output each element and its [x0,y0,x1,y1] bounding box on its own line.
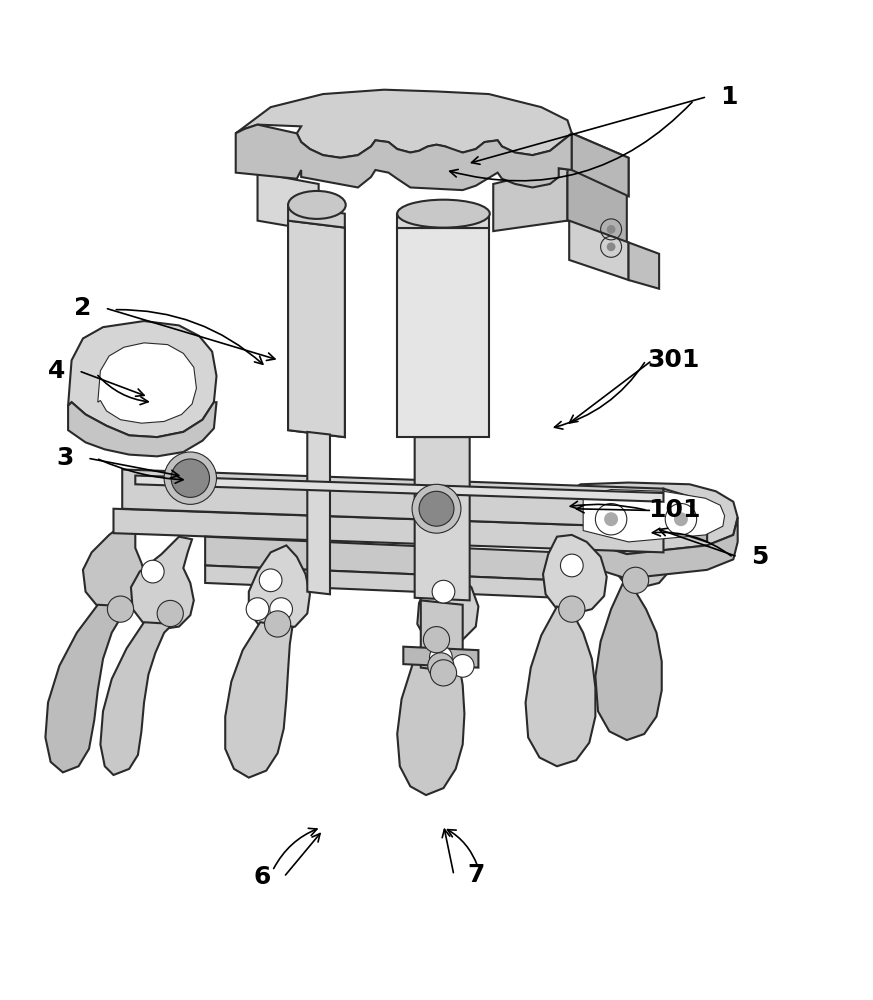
Polygon shape [397,214,489,228]
Polygon shape [397,635,464,795]
Polygon shape [572,133,629,196]
Polygon shape [417,570,478,644]
Text: 6: 6 [253,865,271,889]
Polygon shape [421,600,463,673]
Polygon shape [236,90,572,158]
Circle shape [674,512,688,526]
Ellipse shape [397,200,490,228]
Circle shape [259,569,282,592]
Polygon shape [583,490,725,542]
Polygon shape [225,622,292,778]
Circle shape [430,660,457,686]
Text: 2: 2 [74,296,92,320]
Circle shape [428,653,454,679]
Circle shape [157,600,183,627]
Polygon shape [113,509,663,552]
Text: 5: 5 [751,545,768,569]
Polygon shape [415,437,470,600]
Circle shape [419,491,454,526]
Polygon shape [288,221,345,437]
Polygon shape [629,242,659,289]
Polygon shape [288,221,345,437]
Polygon shape [397,228,489,437]
Circle shape [560,554,583,577]
Text: 101: 101 [648,498,700,522]
Polygon shape [566,517,738,579]
Polygon shape [249,545,310,631]
Circle shape [107,596,134,622]
Polygon shape [205,537,559,580]
Text: 1: 1 [720,85,738,109]
Text: 4: 4 [48,359,65,383]
Circle shape [559,596,585,622]
Polygon shape [236,125,572,190]
Polygon shape [135,476,663,510]
Polygon shape [258,173,319,231]
Ellipse shape [288,191,346,219]
Text: 3: 3 [57,446,74,470]
Circle shape [604,512,618,526]
Polygon shape [45,605,131,772]
Polygon shape [68,402,217,456]
Polygon shape [566,483,738,554]
Polygon shape [288,205,345,228]
Circle shape [270,598,292,620]
Polygon shape [595,580,662,740]
Polygon shape [609,507,672,587]
Circle shape [432,580,455,603]
Circle shape [607,242,615,251]
Polygon shape [663,489,707,542]
Circle shape [141,560,164,583]
Polygon shape [100,622,173,775]
Polygon shape [98,343,196,423]
Circle shape [171,459,210,497]
Polygon shape [403,647,478,668]
Circle shape [451,655,474,677]
Circle shape [164,452,217,504]
Polygon shape [543,535,607,613]
Circle shape [622,567,649,593]
Polygon shape [135,476,663,502]
Polygon shape [493,168,572,231]
Circle shape [246,598,269,620]
Circle shape [265,611,291,637]
Polygon shape [569,221,629,280]
Polygon shape [307,432,330,594]
Circle shape [607,225,615,234]
Polygon shape [122,469,663,528]
Circle shape [423,627,450,653]
Circle shape [430,646,452,668]
Text: 7: 7 [467,863,485,887]
Polygon shape [567,133,629,242]
Polygon shape [68,321,217,437]
Polygon shape [205,565,559,598]
Polygon shape [83,519,147,612]
Text: 301: 301 [648,348,700,372]
Polygon shape [135,476,663,517]
Polygon shape [131,537,194,629]
Circle shape [412,484,461,533]
Polygon shape [526,607,595,766]
